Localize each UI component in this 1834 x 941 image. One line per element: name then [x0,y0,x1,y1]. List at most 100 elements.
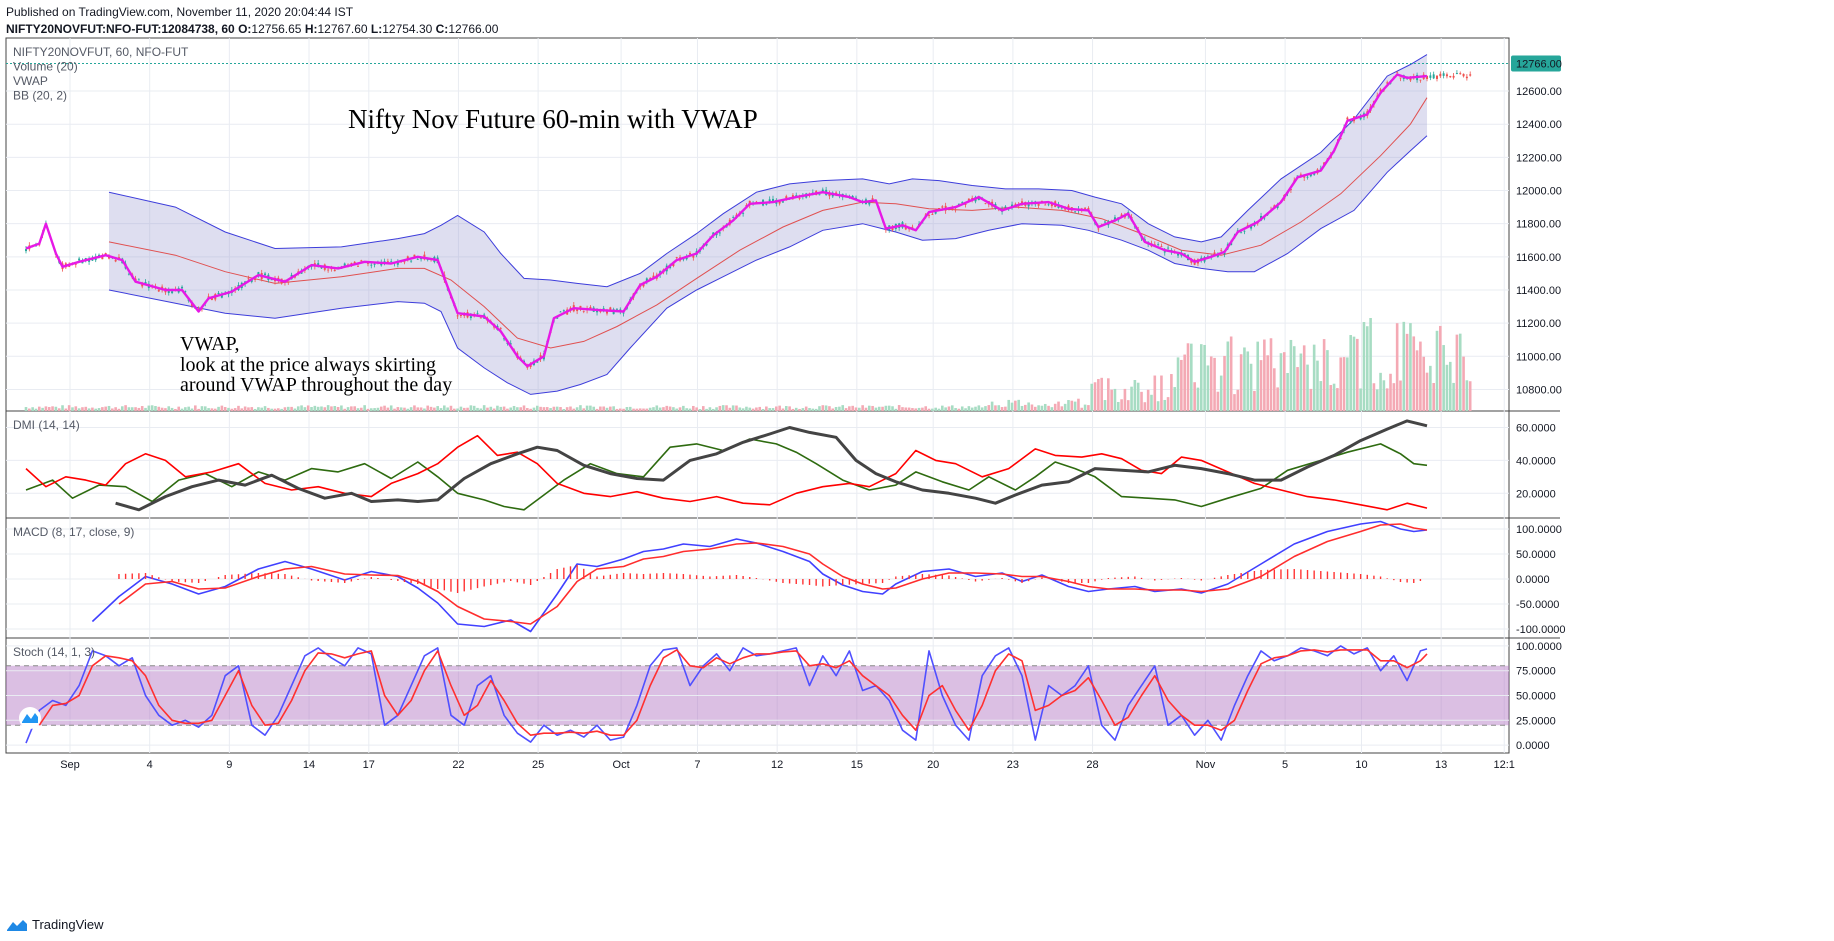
volume-bar [54,406,58,411]
volume-bar [134,407,137,411]
volume-bar [1020,405,1024,411]
candle-body [416,259,419,260]
price-axis-label: 10800.00 [1516,384,1562,396]
volume-bar [609,406,612,411]
volume-bar [257,407,260,411]
volume-bar [1392,383,1396,411]
candle-body [599,311,602,312]
volume-bar [811,408,815,411]
volume-bar [801,408,805,411]
volume-bar [1130,386,1133,411]
footer-brand[interactable]: TradingView [6,917,104,932]
price-axis-label: 11000.00 [1516,351,1561,363]
volume-bar [350,406,353,411]
volume-bar [403,407,406,411]
volume-bar [990,401,994,411]
volume-bar [791,408,795,411]
high-value: 12767.60 [317,22,368,36]
volume-bar [286,406,290,411]
stoch-axis-label: 25.0000 [1516,715,1556,727]
volume-bar [834,406,838,411]
volume-bar [290,406,293,411]
volume-bar [682,405,685,411]
open-value: 12756.65 [251,22,302,36]
volume-bar [67,405,71,411]
volume-bar [1229,336,1233,411]
volume-bar [509,407,513,411]
volume-bar [1432,383,1435,411]
volume-bar [1359,388,1362,411]
volume-bar [1153,375,1157,411]
volume-bar [1097,379,1100,411]
candle-body [1452,75,1455,78]
candle-body [675,257,678,259]
volume-bar [233,408,237,411]
volume-bar [831,408,835,411]
candle-body [984,203,987,205]
x-tick-label: 12:1 [1494,759,1515,771]
candle-body [868,201,871,205]
volume-bar [814,408,818,411]
volume-bar [353,406,356,411]
volume-bar [526,408,529,411]
volume-bar [532,407,536,411]
candle-body [476,312,479,314]
volume-bar [154,406,157,411]
candle-body [1396,71,1399,73]
bb-fill [109,54,1428,395]
candle-body [181,286,184,289]
candle-body [157,289,160,292]
volume-bar [585,405,589,411]
candle-body [642,283,645,287]
volume-bar [502,406,506,411]
candle-body [851,195,854,199]
volume-bar [1412,336,1416,411]
candle-body [217,292,220,294]
volume-bar [356,408,360,411]
volume-bar [894,408,898,411]
candle-body [1160,246,1163,247]
macd-macd-line [91,520,1428,633]
volume-bar [396,407,400,411]
volume-bar [373,408,376,411]
volume-bar [798,408,801,411]
volume-bar [97,408,101,411]
volume-bar [529,408,532,411]
candle-body [904,226,907,230]
volume-bar [784,406,788,411]
volume-bar [296,406,300,411]
volume-bar [881,406,884,411]
volume-bar [177,406,181,411]
volume-bar [399,407,403,411]
volume-bar [1163,399,1167,411]
volume-bar [997,405,1001,411]
volume-bar [506,408,509,411]
volume-bar [977,405,981,411]
macd-axis-label: -50.0000 [1516,599,1559,611]
volume-bar [489,406,493,411]
candle-body [499,328,502,330]
candle-body [101,256,104,260]
volume-bar [140,406,144,411]
candle-body [1097,228,1100,230]
volume-bar [1352,336,1356,411]
volume-bar [851,405,854,411]
volume-bar [1186,343,1190,411]
volume-bar [436,406,439,411]
candle-body [141,284,144,287]
volume-bar [1033,406,1037,411]
volume-bar [1289,339,1293,411]
volume-bar [562,408,566,411]
volume-bar [645,408,649,411]
x-tick-label: 22 [452,759,464,771]
volume-bar [1246,351,1250,411]
volume-bar [363,405,366,411]
volume-bar [1316,360,1319,411]
volume-bar [1100,377,1103,411]
volume-bar [496,405,499,411]
volume-bar [24,407,28,411]
volume-bar [924,406,928,411]
volume-bar [423,408,426,411]
volume-bar [449,405,453,411]
